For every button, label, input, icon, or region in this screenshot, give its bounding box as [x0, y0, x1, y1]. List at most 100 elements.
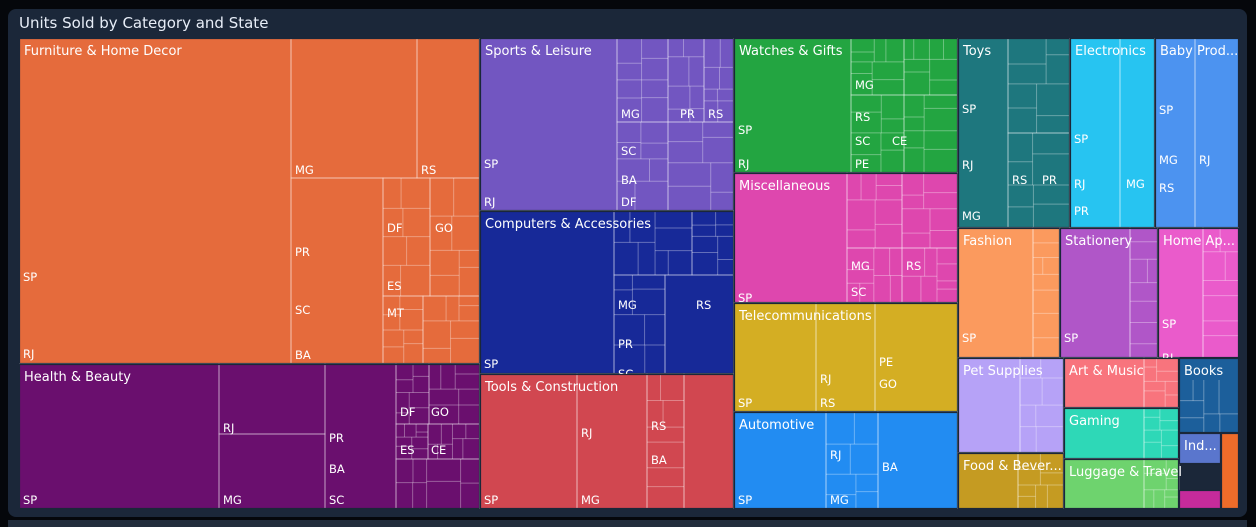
category-border — [1063, 407, 1180, 460]
category-gaming[interactable]: GamingSP — [1063, 407, 1180, 509]
category-furniture-home-decor[interactable]: Furniture & Home Decor SP RJ MG RS PR SC BA DF GO… — [19, 38, 481, 365]
category-border — [479, 38, 735, 212]
state-label: BA — [329, 462, 345, 476]
category-tile[interactable] — [958, 453, 1064, 509]
category-watches-gifts[interactable]: Watches & Gifts SP RJ MG RS SC CE PE — [733, 38, 959, 174]
category-baby-prod[interactable]: Baby Prod... SP MG RJ RS — [1154, 38, 1239, 229]
state-label: MG — [581, 493, 600, 507]
state-label: MG — [621, 107, 640, 121]
state-label: RJ — [820, 372, 831, 386]
state-label: RS — [855, 110, 870, 124]
category-tile[interactable] — [480, 374, 734, 509]
category-border — [1178, 357, 1239, 434]
category-automotive[interactable]: Automotive SP RJ MG BA — [733, 411, 959, 509]
state-label: SC — [329, 493, 344, 507]
category-health-beauty[interactable]: Health & Beauty SP RJ MG PR BA SC DF GO ES CE — [19, 363, 481, 509]
category-tile[interactable] — [1179, 490, 1221, 509]
category-tile[interactable] — [1155, 38, 1239, 228]
category-tile[interactable] — [1060, 228, 1158, 358]
category-label: Telecommunications — [738, 309, 872, 324]
state-tile[interactable] — [850, 38, 905, 96]
category-tile[interactable] — [1179, 358, 1239, 433]
state-tile[interactable] — [290, 38, 418, 179]
category-tile[interactable] — [734, 303, 958, 412]
category-border — [957, 38, 1071, 229]
state-label: RS — [421, 163, 436, 177]
category-computers-accessories[interactable]: Computers & AccessoriesSPRJMGRSPRSCBA — [479, 210, 735, 410]
category-label: Miscellaneous — [739, 179, 830, 194]
state-label: SP — [1064, 331, 1078, 345]
category-tile[interactable] — [958, 38, 1070, 228]
category-tools-construction[interactable]: Tools & Construction SP RJ MG RS BA — [479, 373, 735, 509]
category-ind[interactable]: Ind... — [1178, 432, 1222, 465]
category-unlabeled[interactable] — [1178, 489, 1222, 509]
bottom-strip — [8, 520, 1247, 527]
category-border — [733, 172, 959, 304]
state-tile[interactable] — [382, 177, 431, 297]
category-label: Food & Bever... — [963, 459, 1062, 474]
category-tile[interactable] — [734, 173, 958, 303]
state-label: RS — [1159, 181, 1174, 195]
category-border — [733, 411, 959, 509]
category-tile[interactable] — [1064, 459, 1179, 509]
category-label: Tools & Construction — [484, 380, 618, 395]
state-tile[interactable] — [616, 38, 669, 123]
state-label: RJ — [738, 157, 749, 171]
state-label: RJ — [1199, 153, 1210, 167]
category-border — [957, 227, 1061, 359]
category-label: Baby Prod... — [1160, 44, 1238, 59]
category-tile[interactable] — [1064, 408, 1179, 459]
category-border — [1154, 38, 1239, 229]
state-label: ES — [387, 279, 402, 293]
category-label: Watches & Gifts — [739, 44, 843, 59]
category-label: Gaming — [1069, 414, 1120, 429]
state-label: ES — [400, 443, 415, 457]
state-tile[interactable] — [667, 38, 705, 123]
category-telecommunications[interactable]: Telecommunications SP RJ RS PE GO — [733, 302, 959, 413]
state-label: DF — [621, 195, 636, 209]
state-label: SP — [738, 396, 752, 410]
treemap-svg: Furniture & Home Decor SP RJ MG RS PR SC BA DF GO… — [19, 38, 1239, 509]
category-books[interactable]: Books — [1178, 357, 1239, 434]
category-tile[interactable] — [480, 38, 734, 211]
category-tile[interactable] — [958, 228, 1060, 358]
category-tile[interactable] — [480, 211, 734, 374]
category-fashion[interactable]: FashionSPRJ — [957, 227, 1061, 382]
category-art-music[interactable]: Art & MusicSP — [1063, 357, 1180, 446]
category-tile[interactable] — [1221, 433, 1239, 509]
category-tile[interactable] — [1179, 433, 1221, 464]
category-tile[interactable] — [19, 364, 480, 509]
category-label: Pet Supplies — [963, 364, 1043, 379]
state-label: RJ — [23, 347, 34, 361]
category-electronics[interactable]: ElectronicsSPRJMGPRRS — [1069, 38, 1156, 244]
category-label: Fashion — [963, 234, 1012, 249]
category-luggage-travel[interactable]: Luggage & TravelSP — [1063, 458, 1182, 509]
category-tile[interactable] — [734, 412, 958, 509]
state-label: RJ — [830, 448, 841, 462]
category-unlabeled[interactable] — [1220, 432, 1239, 509]
category-label: Toys — [962, 44, 991, 59]
state-label: SP — [484, 357, 498, 371]
category-label: Art & Music — [1069, 364, 1144, 379]
category-tile[interactable] — [19, 38, 480, 364]
state-tile[interactable] — [395, 423, 429, 460]
category-food-bever[interactable]: Food & Bever...SP — [957, 452, 1065, 509]
category-label: Health & Beauty — [24, 370, 131, 385]
state-label: PR — [295, 245, 310, 259]
category-label: Ind... — [1184, 439, 1217, 454]
state-tile[interactable] — [218, 433, 326, 509]
category-tile[interactable] — [1158, 228, 1239, 358]
state-label: RJ — [581, 426, 592, 440]
category-border — [1059, 227, 1159, 359]
state-label: SC — [855, 134, 870, 148]
category-tile[interactable] — [1070, 38, 1155, 228]
state-label: PR — [1042, 173, 1057, 187]
category-sports-leisure[interactable]: Sports & Leisure SP RJ MG PR RS SC BA DF — [479, 38, 735, 212]
category-toys[interactable]: Toys SP RJ MG RS PR — [957, 38, 1071, 229]
state-label: SP — [738, 291, 752, 305]
category-border — [479, 373, 735, 509]
category-tile[interactable] — [1064, 358, 1179, 408]
category-tile[interactable] — [734, 38, 958, 173]
category-tile[interactable] — [958, 358, 1064, 453]
